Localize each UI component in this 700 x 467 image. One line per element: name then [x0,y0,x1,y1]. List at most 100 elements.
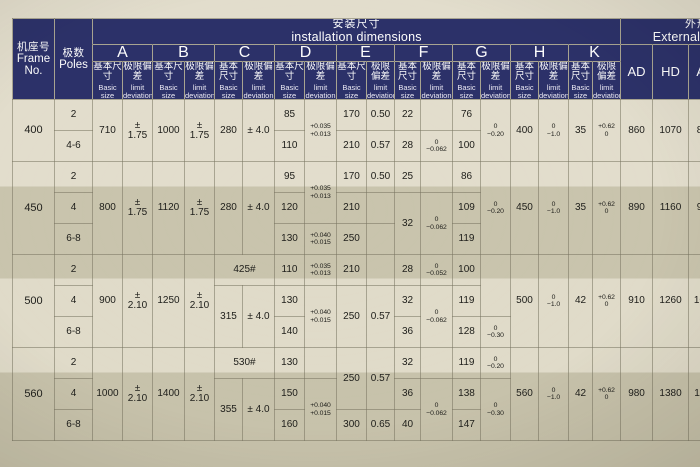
cell-d-basic: 110 [274,130,305,163]
f-limit-lower: −0.062 [426,316,447,324]
table-row[interactable]: 500 2 900 ± 2.10 1250 ± 2.10 425# 110 +0… [12,254,700,349]
cell-f-basic: 32 [394,347,421,380]
g-limit-lower: −0.30 [487,332,504,340]
a-limit-val: 2.10 [127,300,148,312]
cell-f-basic: 28 [394,254,421,287]
d-limit-upper: +0.040 [310,402,331,410]
a-limit-sym: ± [134,383,141,395]
table-row[interactable]: 4 315 ± 4.0 130 +0.040 +0.015 250 0.57 3… [13,285,700,349]
header-letter-d: D [274,43,337,63]
table-row[interactable]: 6-8 160 300 0.65 40 147 [13,409,700,442]
cell-a-limit: ± 1.75 [122,161,153,256]
cell-e-basic: 210 [336,254,367,287]
header-group-installation-en: installation dimensions [291,29,422,44]
cell-b-limit: ± 1.75 [184,99,215,163]
cell-frame-no: 450 [12,161,55,256]
header-poles: 极数 Poles [54,17,93,101]
cell-e-basic: 170 [336,161,367,194]
cell-d-limit: +0.035 +0.013 [304,99,337,163]
cell-poles: 2 [54,99,93,132]
cell-b-basic: 1000 [152,99,185,163]
cell-g-basic: 119 [452,223,481,256]
d-limit-upper: +0.035 [310,185,331,193]
d-limit-lower: +0.015 [310,316,331,324]
cell-g-limit [480,254,511,318]
cell-d-limit: +0.040 +0.015 [304,378,337,442]
table-row[interactable]: 4-6 110 210 0.57 28 0 −0.062 100 [13,130,700,163]
cell-f-basic: 22 [394,99,421,132]
table-row[interactable]: 6-8 130 +0.040 +0.015 250 119 [13,223,700,256]
h-limit-upper: 0 [551,200,556,208]
cell-ad: 980 [620,347,654,442]
cell-h-limit: 0 −1.0 [538,161,569,256]
cell-frame-no: 560 [12,347,55,442]
d-limit-lower: +0.015 [310,239,331,247]
cell-ab: 1160 [688,347,700,442]
header-letter-a: A [92,43,153,63]
cell-d-basic: 150 [274,378,305,411]
d-limit-lower: +0.013 [310,130,331,138]
cell-f-limit: 0 −0.062 [420,285,453,349]
table-row[interactable]: 4 355 ± 4.0 150 +0.040 +0.015 36 0 −0.06… [13,378,700,442]
cell-g-basic: 119 [452,285,481,318]
header-letter-b: B [152,43,215,63]
cell-f-basic: 32 [394,285,421,318]
a-limit-sym: ± [134,290,141,302]
cell-g-basic: 109 [452,192,481,225]
cell-b-limit: ± 2.10 [184,254,215,349]
f-limit-upper: 0 [434,262,439,270]
g-limit-upper: 0 [493,200,498,208]
header-sub-limit-g: 极限偏差 limit deviation [480,61,511,101]
table-row[interactable]: 4 120 210 32 0 −0.062 109 [13,192,700,256]
cell-g-basic: 100 [452,130,481,163]
cell-hd: 1260 [652,254,690,349]
header-sub-basic-g: 基本尺寸 Basic size [452,61,481,101]
cell-c-limit: ± 4.0 [242,378,275,442]
header-sub-basic-a: 基本尺寸 Basic size [92,61,123,101]
cell-g-basic: 128 [452,316,481,349]
header-letter-h: H [510,43,569,63]
cell-ab: 1050 [688,254,700,349]
cell-d-basic: 140 [274,316,305,349]
cell-ad: 860 [620,99,654,163]
cell-b-basic: 1400 [152,347,185,442]
d-limit-upper: +0.035 [310,123,331,131]
cell-a-basic: 1000 [92,347,123,442]
table-row[interactable]: 400 2 710 ± 1.75 1000 ± 1.75 280 ± 4.0 8… [12,99,700,163]
cell-e-basic: 210 [336,130,367,163]
table-body: 400 2 710 ± 1.75 1000 ± 1.75 280 ± 4.0 8… [12,99,700,442]
k-limit-lower: 0 [604,301,609,309]
f-limit-lower: −0.052 [426,270,447,278]
cell-a-basic: 710 [92,99,123,163]
cell-k-limit: +0.62 0 [591,347,622,442]
g-limit-lower: −0.20 [487,130,504,138]
cell-e-limit: 0.57 [366,285,395,349]
cell-f-limit [420,347,453,380]
cell-ad: 890 [620,161,654,256]
cell-e-basic: 250 [336,347,367,411]
sub-basic-cn: 基本尺寸 [93,61,122,83]
header-frame-no-cn: 机座号 [17,40,50,53]
header-sub-limit-b: 极限偏差 limit deviation [184,61,215,101]
table-row[interactable]: 450 2 800 ± 1.75 1120 ± 1.75 280 ± 4.0 9… [12,161,700,256]
g-limit-lower: −0.30 [487,409,504,417]
cell-f-basic: 25 [394,161,421,194]
header-poles-en: Poles [59,58,88,71]
cell-f-limit: 0 −0.062 [420,130,453,163]
cell-a-basic: 800 [92,161,123,256]
cell-e-limit: 0.50 [366,161,395,194]
cell-d-limit: +0.035 +0.013 [304,254,337,287]
table-row[interactable]: 560 2 1000 ± 2.10 1400 ± 2.10 530# 130 2… [12,347,700,442]
cell-d-limit: +0.035 +0.013 [304,161,337,225]
cell-b-basic: 1120 [152,161,185,256]
h-limit-upper: 0 [551,386,556,394]
cell-f-limit [420,99,453,132]
cell-k-basic: 42 [568,254,593,349]
b-limit-sym: ± [196,119,203,131]
cell-h-basic: 400 [510,99,539,163]
k-limit-lower: 0 [604,208,609,216]
header-sub-limit-f: 极限偏差 limit deviation [420,61,453,101]
cell-b-limit: ± 1.75 [184,161,215,256]
cell-d-basic: 130 [274,285,305,318]
k-limit-upper: +0.62 [598,293,615,301]
